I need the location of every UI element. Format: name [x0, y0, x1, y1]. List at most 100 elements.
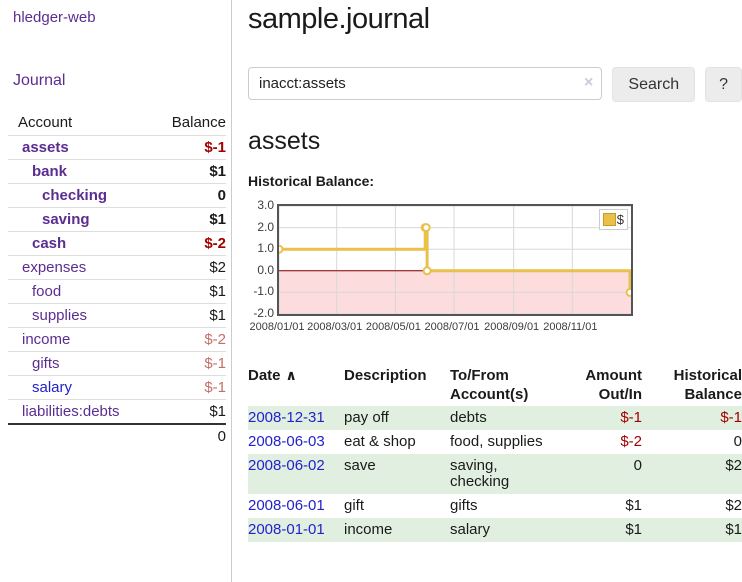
register-header-row: Date ∧ Description To/From Account(s) Amo…	[248, 364, 742, 406]
account-balance: $1	[146, 399, 226, 424]
col-amount: Amount Out/In	[585, 367, 642, 403]
transaction-date-link[interactable]: 2008-06-01	[248, 497, 325, 514]
y-axis-tick-label: 2.0	[257, 219, 274, 234]
accounts-total-value: 0	[146, 423, 226, 448]
transaction-balance: $2	[725, 497, 742, 514]
chart-heading: Historical Balance:	[248, 173, 375, 189]
account-row-food: food $1	[8, 279, 226, 304]
account-balance: $1	[146, 279, 226, 304]
account-link-liabilities-debts[interactable]: liabilities:debts	[22, 403, 120, 420]
account-balance: $1	[146, 159, 226, 184]
clear-search-icon[interactable]: ×	[584, 74, 594, 91]
x-axis-tick-label: 2008/05/01	[365, 321, 421, 333]
y-axis-tick-label: -2.0	[253, 306, 274, 320]
col-accounts: To/From Account(s)	[450, 367, 529, 403]
account-balance: 0	[146, 183, 226, 208]
transaction-balance: $2	[725, 457, 742, 474]
account-row-gifts: gifts $-1	[8, 351, 226, 376]
transaction-row[interactable]: 2008-06-01 gift gifts $1 $2	[248, 494, 742, 518]
transaction-date-link[interactable]: 2008-06-03	[248, 433, 325, 450]
x-axis-tick-label: 2008/07/01	[424, 321, 480, 333]
account-link-income[interactable]: income	[22, 331, 71, 348]
account-balance: $-2	[146, 327, 226, 352]
transaction-accounts: saving, checking	[450, 457, 510, 490]
sidebar-item-journal[interactable]: Journal	[13, 72, 66, 89]
transaction-description: save	[344, 457, 376, 474]
transaction-amount: 0	[633, 457, 642, 474]
account-balance: $-2	[146, 231, 226, 256]
chart-legend: $	[598, 209, 628, 230]
transaction-date-link[interactable]: 2008-12-31	[248, 409, 325, 426]
legend-label: $	[616, 212, 624, 227]
account-row-cash: cash $-2	[8, 231, 226, 256]
sort-asc-icon: ∧	[285, 367, 297, 383]
transaction-description: income	[344, 521, 393, 538]
account-link-supplies[interactable]: supplies	[32, 307, 88, 324]
transaction-balance: 0	[733, 433, 742, 450]
accounts-col-balance: Balance	[171, 114, 226, 131]
account-row-salary: salary $-1	[8, 375, 226, 400]
account-balance: $-1	[146, 351, 226, 376]
x-axis-tick-label: 2008/03/01	[307, 321, 363, 333]
register-table: Date ∧ Description To/From Account(s) Amo…	[248, 364, 742, 542]
search-box: ×	[248, 67, 603, 102]
account-row-checking: checking 0	[8, 183, 226, 208]
account-balance: $-1	[146, 135, 226, 160]
transaction-row[interactable]: 2008-06-02 save saving, checking 0 $2	[248, 454, 742, 494]
account-row-saving: saving $1	[8, 207, 226, 232]
transaction-description: eat & shop	[344, 433, 416, 450]
account-row-liabilities-debts: liabilities:debts $1	[8, 399, 226, 424]
account-balance: $1	[146, 207, 226, 232]
search-form: × Search ?	[248, 67, 742, 102]
account-link-saving[interactable]: saving	[42, 211, 90, 228]
accounts-table: Account Balance assets $-1 bank $1 check…	[8, 111, 226, 448]
accounts-col-account: Account	[18, 114, 73, 131]
transaction-accounts: food, supplies	[450, 433, 543, 450]
main-content: sample.journal × Search ? assets Histori…	[248, 0, 742, 582]
search-help-button[interactable]: ?	[705, 67, 742, 102]
transaction-balance: $1	[725, 521, 742, 538]
transaction-accounts: debts	[450, 409, 487, 426]
account-link-checking[interactable]: checking	[42, 187, 108, 204]
transaction-date-link[interactable]: 2008-01-01	[248, 521, 325, 538]
y-axis-tick-label: 3.0	[257, 198, 274, 212]
x-axis-tick-label: 2008/11/01	[543, 321, 598, 333]
account-link-expenses[interactable]: expenses	[22, 259, 87, 276]
transaction-row[interactable]: 2008-12-31 pay off debts $-1 $-1	[248, 406, 742, 430]
account-row-assets: assets $-1	[8, 135, 226, 160]
account-link-bank[interactable]: bank	[32, 163, 68, 180]
account-balance: $2	[146, 255, 226, 280]
search-input[interactable]	[248, 67, 603, 100]
col-date[interactable]: Date ∧	[248, 367, 297, 384]
y-axis-tick-label: 0.0	[257, 262, 274, 277]
transaction-amount: $1	[625, 521, 642, 538]
chart-plot	[279, 206, 631, 314]
transaction-accounts: gifts	[450, 497, 478, 514]
transaction-description: gift	[344, 497, 365, 514]
transaction-amount: $-2	[620, 433, 642, 450]
transaction-amount: $-1	[620, 409, 642, 426]
account-balance: $-1	[146, 375, 226, 400]
accounts-total-row: 0	[8, 423, 226, 448]
x-axis-tick-label: 2008/01/01	[249, 321, 305, 333]
account-row-expenses: expenses $2	[8, 255, 226, 280]
col-description: Description	[344, 367, 427, 384]
app-title-link[interactable]: hledger-web	[13, 9, 96, 26]
account-link-gifts[interactable]: gifts	[32, 355, 60, 372]
historical-balance-chart[interactable]: 3.0 2.0 1.0 0.0 -1.0 -2.0 $ 2008/01/01 2008/03…	[248, 198, 742, 339]
transaction-description: pay off	[344, 409, 389, 426]
chart-plot-area: $	[277, 204, 633, 316]
account-link-cash[interactable]: cash	[32, 235, 67, 252]
account-link-food[interactable]: food	[32, 283, 62, 300]
account-link-assets[interactable]: assets	[22, 139, 69, 156]
account-link-salary[interactable]: salary	[32, 379, 73, 396]
accounts-header-row: Account Balance	[8, 111, 226, 136]
account-row-income: income $-2	[8, 327, 226, 352]
search-button[interactable]: Search	[612, 67, 696, 102]
account-row-bank: bank $1	[8, 159, 226, 184]
legend-swatch-icon	[602, 213, 616, 226]
account-balance: $1	[146, 303, 226, 328]
transaction-date-link[interactable]: 2008-06-02	[248, 457, 325, 474]
transaction-row[interactable]: 2008-01-01 income salary $1 $1	[248, 518, 742, 542]
transaction-row[interactable]: 2008-06-03 eat & shop food, supplies $-2…	[248, 430, 742, 454]
